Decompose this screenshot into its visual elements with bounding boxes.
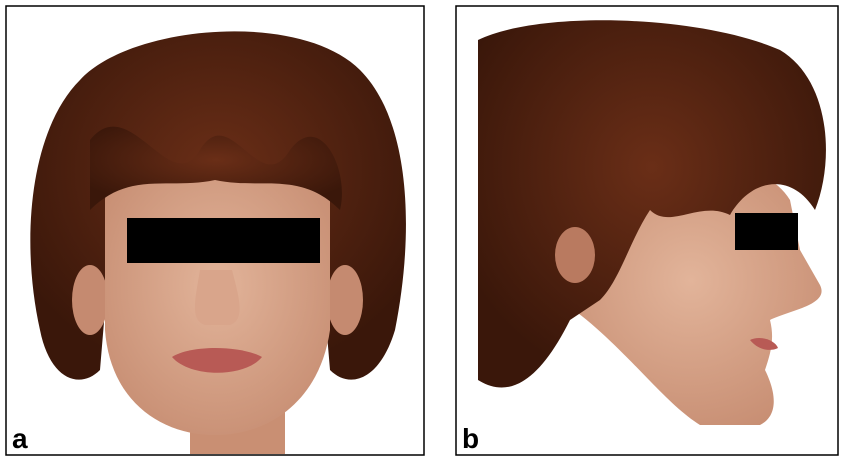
eye-mask	[127, 218, 320, 263]
eye-mask	[735, 213, 798, 250]
figure: a b	[0, 0, 841, 461]
panel-label: a	[12, 423, 28, 454]
panel-a: a	[6, 6, 424, 460]
panel-b: b	[456, 6, 838, 455]
panel-label: b	[462, 423, 479, 454]
